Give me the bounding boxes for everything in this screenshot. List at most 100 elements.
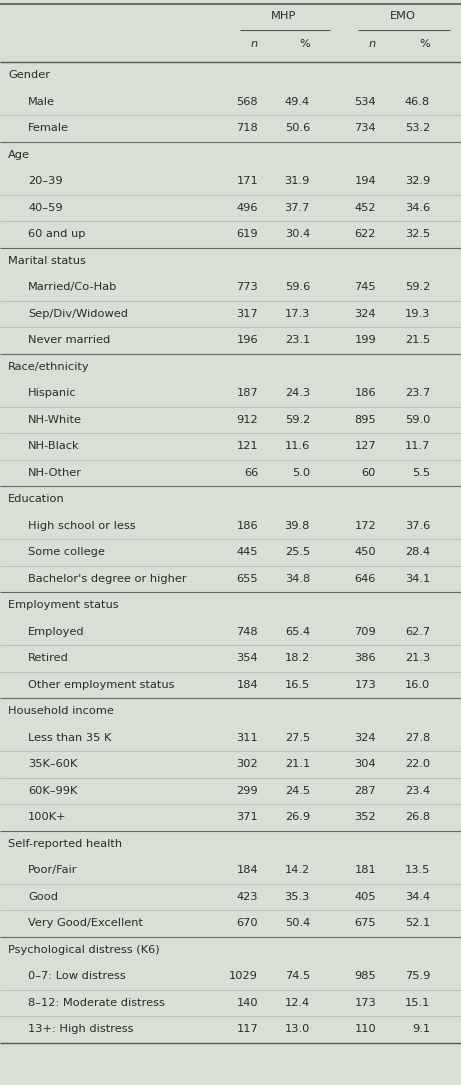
Text: 5.0: 5.0: [292, 468, 310, 477]
Text: 100K+: 100K+: [28, 813, 66, 822]
Text: Hispanic: Hispanic: [28, 388, 77, 398]
Text: 32.5: 32.5: [405, 229, 430, 240]
Text: 17.3: 17.3: [284, 309, 310, 319]
Text: 748: 748: [236, 627, 258, 637]
Text: 173: 173: [354, 679, 376, 690]
Text: 65.4: 65.4: [285, 627, 310, 637]
Text: 985: 985: [354, 971, 376, 981]
Text: 709: 709: [354, 627, 376, 637]
Text: 18.2: 18.2: [285, 653, 310, 663]
Text: %: %: [419, 39, 430, 49]
Text: 371: 371: [236, 813, 258, 822]
Text: 187: 187: [236, 388, 258, 398]
Text: 445: 445: [236, 547, 258, 558]
Text: 14.2: 14.2: [285, 865, 310, 876]
Text: Education: Education: [8, 495, 65, 505]
Text: 912: 912: [236, 414, 258, 424]
Text: Poor/Fair: Poor/Fair: [28, 865, 77, 876]
Text: 194: 194: [355, 176, 376, 187]
Text: 39.8: 39.8: [284, 521, 310, 531]
Text: 196: 196: [236, 335, 258, 345]
Text: 496: 496: [236, 203, 258, 213]
Text: Very Good/Excellent: Very Good/Excellent: [28, 918, 143, 929]
Text: 52.1: 52.1: [405, 918, 430, 929]
Text: n: n: [369, 39, 376, 49]
Text: 31.9: 31.9: [284, 176, 310, 187]
Text: 75.9: 75.9: [405, 971, 430, 981]
Text: 60 and up: 60 and up: [28, 229, 85, 240]
Text: 171: 171: [236, 176, 258, 187]
Text: 299: 299: [236, 786, 258, 795]
Text: 773: 773: [236, 282, 258, 292]
Text: Household income: Household income: [8, 706, 114, 716]
Text: 127: 127: [355, 442, 376, 451]
Text: 26.9: 26.9: [285, 813, 310, 822]
Text: 622: 622: [355, 229, 376, 240]
Text: 11.6: 11.6: [285, 442, 310, 451]
Text: 23.7: 23.7: [405, 388, 430, 398]
Text: 655: 655: [236, 574, 258, 584]
Text: 534: 534: [355, 97, 376, 106]
Text: 718: 718: [236, 124, 258, 133]
Text: 619: 619: [236, 229, 258, 240]
Text: Some college: Some college: [28, 547, 105, 558]
Text: 317: 317: [236, 309, 258, 319]
Text: 59.0: 59.0: [405, 414, 430, 424]
Text: 16.0: 16.0: [405, 679, 430, 690]
Text: 35.3: 35.3: [284, 892, 310, 902]
Text: Good: Good: [28, 892, 58, 902]
Text: 9.1: 9.1: [412, 1024, 430, 1034]
Text: 24.5: 24.5: [285, 786, 310, 795]
Text: 0–7: Low distress: 0–7: Low distress: [28, 971, 126, 981]
Text: 121: 121: [236, 442, 258, 451]
Text: 13.0: 13.0: [284, 1024, 310, 1034]
Text: NH-Black: NH-Black: [28, 442, 80, 451]
Text: 184: 184: [236, 679, 258, 690]
Text: 66: 66: [244, 468, 258, 477]
Text: 1029: 1029: [229, 971, 258, 981]
Text: 27.5: 27.5: [285, 732, 310, 743]
Text: 405: 405: [355, 892, 376, 902]
Text: 181: 181: [354, 865, 376, 876]
Text: Other employment status: Other employment status: [28, 679, 175, 690]
Text: 287: 287: [355, 786, 376, 795]
Text: 19.3: 19.3: [405, 309, 430, 319]
Text: 5.5: 5.5: [412, 468, 430, 477]
Text: Less than 35 K: Less than 35 K: [28, 732, 112, 743]
Text: 46.8: 46.8: [405, 97, 430, 106]
Text: Employment status: Employment status: [8, 600, 118, 610]
Text: 35K–60K: 35K–60K: [28, 760, 77, 769]
Text: %: %: [299, 39, 310, 49]
Text: 59.2: 59.2: [285, 414, 310, 424]
Text: 110: 110: [354, 1024, 376, 1034]
Text: 34.1: 34.1: [405, 574, 430, 584]
Text: 452: 452: [355, 203, 376, 213]
Text: 895: 895: [354, 414, 376, 424]
Text: 734: 734: [355, 124, 376, 133]
Text: 34.8: 34.8: [285, 574, 310, 584]
Text: 172: 172: [355, 521, 376, 531]
Text: 40–59: 40–59: [28, 203, 63, 213]
Text: 23.1: 23.1: [285, 335, 310, 345]
Text: Female: Female: [28, 124, 69, 133]
Text: 24.3: 24.3: [285, 388, 310, 398]
Text: Race/ethnicity: Race/ethnicity: [8, 361, 89, 372]
Text: 670: 670: [236, 918, 258, 929]
Text: 60: 60: [361, 468, 376, 477]
Text: 21.5: 21.5: [405, 335, 430, 345]
Text: 16.5: 16.5: [285, 679, 310, 690]
Text: 26.8: 26.8: [405, 813, 430, 822]
Text: 12.4: 12.4: [285, 998, 310, 1008]
Text: NH-Other: NH-Other: [28, 468, 82, 477]
Text: 59.2: 59.2: [405, 282, 430, 292]
Text: 37.7: 37.7: [284, 203, 310, 213]
Text: Psychological distress (K6): Psychological distress (K6): [8, 945, 160, 955]
Text: 352: 352: [355, 813, 376, 822]
Text: 173: 173: [354, 998, 376, 1008]
Text: 15.1: 15.1: [405, 998, 430, 1008]
Text: 117: 117: [236, 1024, 258, 1034]
Text: 74.5: 74.5: [285, 971, 310, 981]
Text: 386: 386: [355, 653, 376, 663]
Text: 745: 745: [355, 282, 376, 292]
Text: 21.3: 21.3: [405, 653, 430, 663]
